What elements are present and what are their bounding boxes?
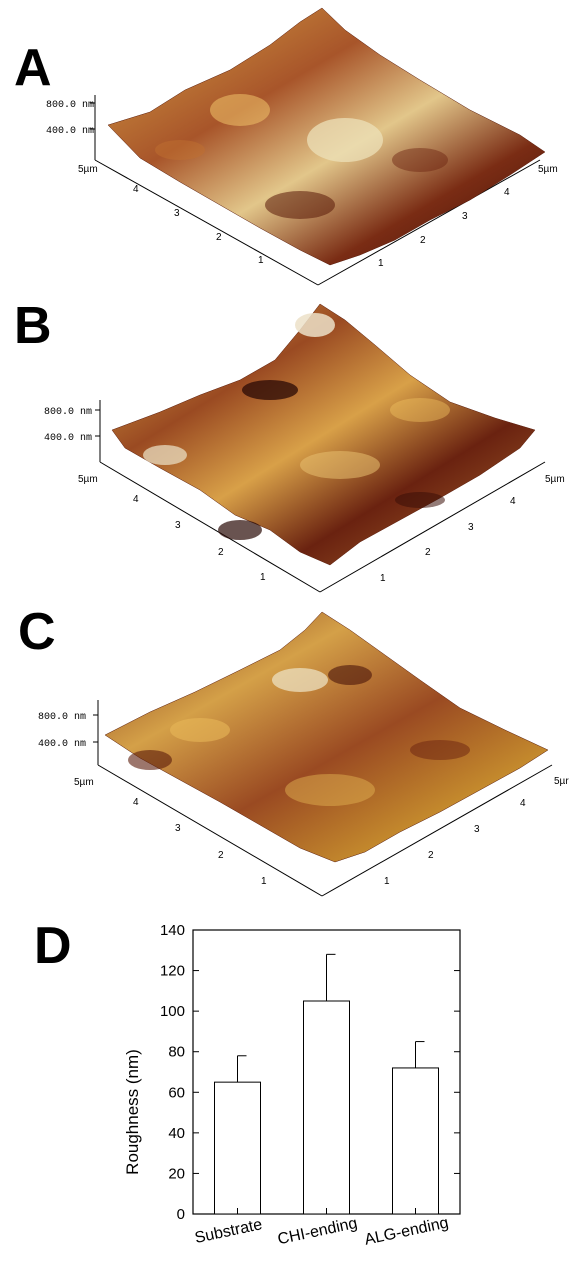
x-tick-label: Substrate: [193, 1216, 264, 1247]
left-tick-2: 2: [216, 232, 222, 243]
y-tick-label: 80: [168, 1044, 185, 1061]
right-tick-2: 2: [425, 547, 431, 558]
right-tick-4: 4: [504, 187, 510, 198]
left-tick-2: 2: [218, 547, 224, 558]
right-tick-3: 3: [468, 522, 474, 533]
right-tick-1: 1: [384, 876, 390, 887]
afm-panel-b: B 800.0 nm 400.0 nm 5µm 4 3 2 1: [0, 290, 571, 600]
left-tick-1: 1: [260, 572, 266, 583]
left-tick-4: 4: [133, 184, 139, 195]
y-tick-label: 60: [168, 1084, 185, 1101]
left-tick-3: 3: [174, 208, 180, 219]
axis-max-left: 5µm: [74, 777, 94, 788]
z-label-800: 800.0 nm: [46, 100, 94, 111]
left-tick-2: 2: [218, 850, 224, 861]
afm-panel-a: A 800.0 nm 400.0 nm 5µm 4 3: [0, 0, 571, 290]
right-tick-2: 2: [420, 235, 426, 246]
right-tick-1: 1: [380, 573, 386, 584]
z-label-400: 400.0 nm: [38, 739, 86, 750]
y-tick-label: 40: [168, 1125, 185, 1142]
axis-max-right: 5µm: [538, 164, 558, 175]
axis-max-right: 5µr: [554, 776, 569, 787]
x-tick-label: ALG-ending: [363, 1214, 450, 1248]
panel-label-a: A: [14, 39, 52, 97]
left-tick-3: 3: [175, 520, 181, 531]
right-tick-2: 2: [428, 850, 434, 861]
panel-label-c: C: [18, 603, 56, 661]
x-tick-label: CHI-ending: [276, 1215, 359, 1248]
right-tick-4: 4: [510, 496, 516, 507]
left-tick-3: 3: [175, 823, 181, 834]
bar-substrate: [214, 1081, 261, 1215]
right-tick-3: 3: [462, 211, 468, 222]
right-tick-4: 4: [520, 798, 526, 809]
left-tick-1: 1: [258, 255, 264, 266]
right-tick-3: 3: [474, 824, 480, 835]
afm-panel-c: C 800.0 nm 400.0 nm 5µm 4 3 2 1 1: [0, 600, 571, 900]
left-tick-1: 1: [261, 876, 267, 887]
y-tick-label: 100: [160, 1003, 185, 1020]
left-tick-4: 4: [133, 494, 139, 505]
y-tick-label: 140: [160, 922, 185, 939]
z-label-400: 400.0 nm: [46, 126, 94, 137]
bar-chi-ending: [303, 1000, 350, 1215]
y-tick-label: 120: [160, 963, 185, 980]
panel-label-d: D: [34, 917, 72, 975]
y-tick-label: 0: [177, 1206, 185, 1223]
z-label-800: 800.0 nm: [44, 407, 92, 418]
y-axis-label: Roughness (nm): [123, 1049, 142, 1175]
afm-surface-plot-c: 800.0 nm 400.0 nm 5µm 4 3 2 1 1 2 3 4 5µ…: [38, 611, 569, 897]
bar-alg-ending: [392, 1067, 439, 1215]
panel-label-b: B: [14, 297, 52, 355]
right-tick-1: 1: [378, 258, 384, 269]
afm-surface-c: [104, 611, 549, 863]
afm-surface-plot-b: 800.0 nm 400.0 nm 5µm 4 3 2 1 1 2 3 4 5µ…: [44, 303, 565, 593]
z-label-800: 800.0 nm: [38, 712, 86, 723]
axis-max-right: 5µm: [545, 474, 565, 485]
z-label-400: 400.0 nm: [44, 433, 92, 444]
bar-chart-panel: D 0 20 40 60 80 100 120 140 Substrate CHI-ending A…: [0, 900, 571, 1274]
roughness-bar-chart: 0 20 40 60 80 100 120 140 Substrate CHI-ending ALG…: [123, 922, 461, 1249]
axis-max-left: 5µm: [78, 164, 98, 175]
axis-max-left: 5µm: [78, 474, 98, 485]
y-tick-label: 20: [168, 1165, 185, 1182]
left-tick-4: 4: [133, 797, 139, 808]
chart-bars: [214, 953, 439, 1215]
afm-surface-plot-a: 800.0 nm 400.0 nm 5µm 4 3 2 1 1 2 3 4 5µ…: [46, 7, 558, 286]
